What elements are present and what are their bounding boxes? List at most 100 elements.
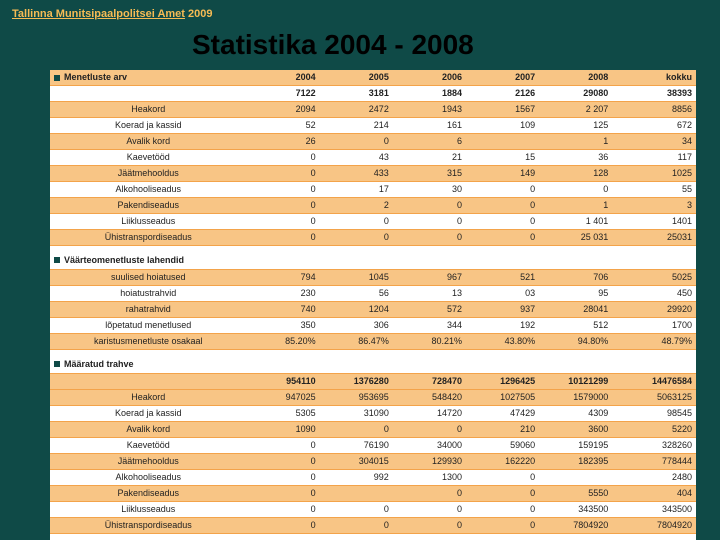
cell: 344 (393, 318, 466, 334)
cell: 56 (320, 286, 393, 302)
cell: 31090 (320, 406, 393, 422)
cell: 117 (612, 150, 696, 166)
cell: 937 (466, 302, 539, 318)
cell: 210 (466, 422, 539, 438)
cell: 0 (247, 502, 320, 518)
cell: 0 (247, 198, 320, 214)
cell: 230 (247, 286, 320, 302)
cell: 5550 (539, 486, 612, 502)
cell: 98545 (612, 406, 696, 422)
row-label: Heakord (50, 390, 247, 406)
cell: 128 (539, 166, 612, 182)
row-label: Avalik kord (50, 422, 247, 438)
cell: 1 (539, 198, 612, 214)
cell: 0 (466, 470, 539, 486)
cell: 404 (612, 486, 696, 502)
cell: 1090 (247, 422, 320, 438)
cell: 672 (612, 118, 696, 134)
cell: 30 (393, 182, 466, 198)
cell: 0 (466, 214, 539, 230)
cell: 29920 (612, 302, 696, 318)
cell: 2472 (320, 102, 393, 118)
cell: 76190 (320, 438, 393, 454)
section-header: Määratud trahve (50, 350, 696, 374)
cell: 0 (393, 502, 466, 518)
cell: 15 (466, 150, 539, 166)
cell: 953695 (320, 390, 393, 406)
cell: 43 (320, 150, 393, 166)
row-label: Alkohooliseadus (50, 182, 247, 198)
cell: 0 (466, 486, 539, 502)
cell: 433 (320, 166, 393, 182)
row-label: Heakord (50, 102, 247, 118)
stats-table-container: Menetluste arv20042005200620072008kokku7… (50, 70, 696, 530)
cell: 1 (539, 134, 612, 150)
cell (320, 486, 393, 502)
cell (466, 134, 539, 150)
cell: 55 (612, 182, 696, 198)
row-label: Jäätmehooldus (50, 166, 247, 182)
cell: 2 207 (539, 102, 612, 118)
cell: 125 (539, 118, 612, 134)
cell: 0 (320, 230, 393, 246)
cell: 13 (393, 286, 466, 302)
row-label: Alkohooliseadus (50, 470, 247, 486)
year-col: 2005 (320, 70, 393, 86)
row-label: rahatrahvid (50, 302, 247, 318)
cell: 992 (320, 470, 393, 486)
row-label: Koerad ja kassid (50, 406, 247, 422)
total-col: kokku (612, 70, 696, 86)
cell: 1300 (393, 470, 466, 486)
cell: 0 (247, 230, 320, 246)
row-label: Liiklusseadus (50, 214, 247, 230)
cell: 0 (247, 470, 320, 486)
row-label: suulised hoiatused (50, 270, 247, 286)
cell: 740 (247, 302, 320, 318)
cell: 0 (466, 182, 539, 198)
cell: 4309 (539, 406, 612, 422)
cell: 149 (466, 166, 539, 182)
cell: 728470 (393, 374, 466, 390)
cell: 1045 (320, 270, 393, 286)
cell: 2094 (247, 102, 320, 118)
year-col: 2004 (247, 70, 320, 86)
cell: 1700 (612, 318, 696, 334)
cell: 59060 (466, 438, 539, 454)
cell: 7804920 (539, 518, 612, 534)
cell: 29080 (539, 86, 612, 102)
cell: 1579000 (539, 390, 612, 406)
cell: 1204 (320, 302, 393, 318)
cell: 38393 (612, 86, 696, 102)
cell: 8856 (612, 102, 696, 118)
section-header: Menetluste arv linnaosades (50, 534, 696, 540)
cell: 159195 (539, 438, 612, 454)
section-header: Menetluste arv (50, 70, 247, 86)
cell: 17 (320, 182, 393, 198)
cell: 2480 (612, 470, 696, 486)
cell: 1296425 (466, 374, 539, 390)
cell: 548420 (393, 390, 466, 406)
row-label: Koerad ja kassid (50, 118, 247, 134)
stats-table: Menetluste arv20042005200620072008kokku7… (50, 70, 696, 540)
row-label: Ühistranspordiseadus (50, 230, 247, 246)
cell: 794 (247, 270, 320, 286)
cell: 967 (393, 270, 466, 286)
cell: 14720 (393, 406, 466, 422)
cell: 129930 (393, 454, 466, 470)
cell: 7804920 (612, 518, 696, 534)
cell: 1 401 (539, 214, 612, 230)
cell: 512 (539, 318, 612, 334)
slide-footer: Tallinna Munitsipaalpolitsei Amet 2009 (12, 8, 708, 20)
cell: 0 (466, 230, 539, 246)
year-col: 2006 (393, 70, 466, 86)
cell: 1025 (612, 166, 696, 182)
cell: 2 (320, 198, 393, 214)
cell: 0 (393, 518, 466, 534)
cell: 1376280 (320, 374, 393, 390)
row-label: lõpetatud menetlused (50, 318, 247, 334)
year-col: 2007 (466, 70, 539, 86)
cell: 34000 (393, 438, 466, 454)
cell: 161 (393, 118, 466, 134)
cell: 5305 (247, 406, 320, 422)
cell: 315 (393, 166, 466, 182)
